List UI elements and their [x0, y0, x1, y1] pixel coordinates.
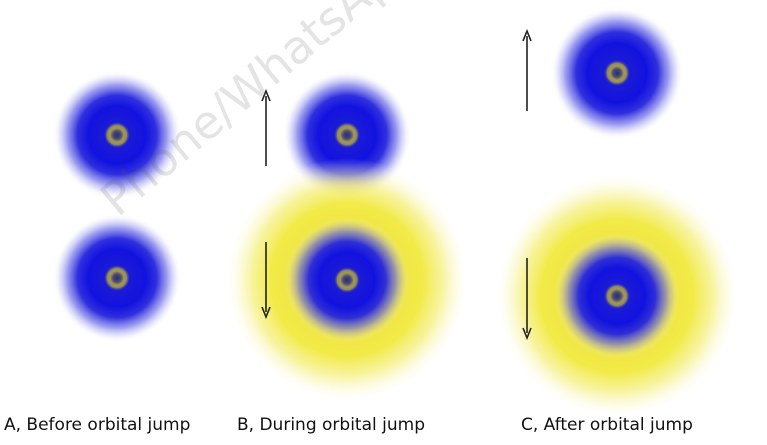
caption-c: C, After orbital jump — [521, 415, 693, 435]
atom-a-lower — [53, 214, 181, 342]
nucleus — [604, 60, 630, 86]
nucleus — [334, 122, 360, 148]
panel-c — [495, 7, 739, 418]
atom-a-upper — [53, 71, 181, 199]
caption-b: B, During orbital jump — [237, 415, 425, 435]
caption-a: A, Before orbital jump — [4, 415, 191, 435]
atom-c-upper — [551, 7, 683, 139]
arrow-up-c — [522, 28, 532, 111]
nucleus — [104, 265, 130, 291]
atom-c-lower — [495, 174, 739, 418]
panel-b — [225, 71, 469, 402]
nucleus — [104, 122, 130, 148]
nucleus — [604, 283, 630, 309]
arrow-down-c — [522, 258, 532, 341]
panel-a — [53, 71, 181, 342]
atom-b-lower — [225, 158, 469, 402]
arrow-up-b — [261, 88, 271, 166]
nucleus — [334, 267, 360, 293]
arrow-down-b — [261, 242, 271, 320]
